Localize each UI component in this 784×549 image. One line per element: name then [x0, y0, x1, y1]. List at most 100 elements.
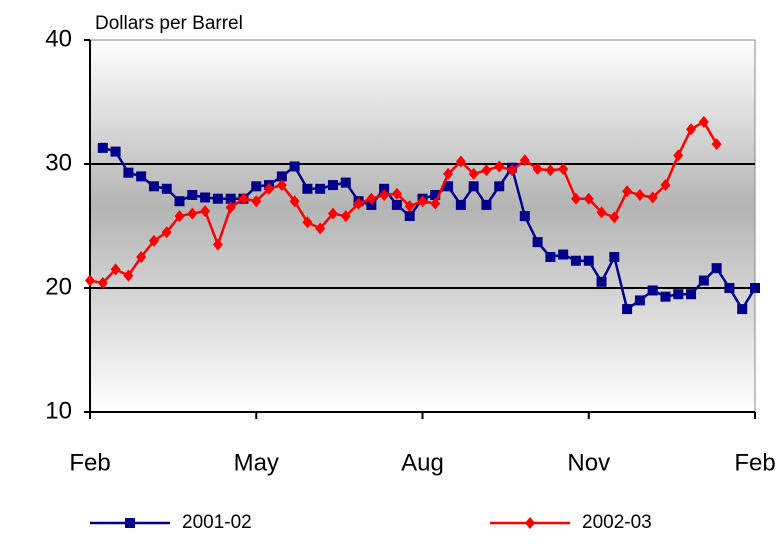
point — [634, 189, 645, 201]
legend-marker — [525, 517, 535, 529]
point — [698, 115, 709, 128]
point — [212, 238, 223, 251]
point — [455, 155, 466, 168]
point — [468, 167, 479, 180]
point — [366, 192, 377, 205]
point — [366, 199, 377, 210]
y-axis-label: Dollars per Barrel — [95, 13, 243, 34]
point — [443, 167, 454, 180]
point — [379, 183, 390, 194]
point — [570, 192, 581, 205]
point — [264, 182, 275, 195]
point — [136, 251, 147, 263]
point — [97, 277, 108, 290]
point — [558, 162, 569, 175]
point — [97, 142, 108, 153]
point — [315, 222, 326, 235]
point — [353, 197, 364, 210]
point — [200, 205, 211, 218]
point — [583, 255, 594, 266]
point — [404, 211, 415, 222]
x-tick-label: May — [234, 449, 279, 476]
point — [609, 252, 620, 262]
point — [327, 207, 338, 220]
point — [711, 263, 722, 274]
point — [686, 123, 697, 136]
point — [289, 161, 300, 172]
point — [711, 138, 722, 151]
point — [302, 183, 313, 194]
point — [187, 207, 198, 220]
point — [494, 181, 505, 192]
point — [673, 289, 684, 300]
point — [136, 171, 147, 182]
point — [596, 206, 607, 219]
point — [225, 193, 236, 204]
point — [174, 210, 185, 223]
point — [622, 304, 633, 315]
point — [187, 190, 198, 200]
point — [225, 201, 236, 214]
point — [481, 164, 492, 177]
point — [481, 199, 492, 210]
legend-label: 2001-02 — [182, 512, 252, 533]
legend-label: 2002-03 — [582, 512, 652, 533]
point — [289, 195, 300, 208]
point — [455, 199, 466, 210]
point — [251, 195, 262, 208]
point — [507, 164, 518, 177]
point — [698, 275, 709, 286]
point — [494, 160, 505, 173]
y-tick-label: 30 — [45, 149, 72, 176]
point — [391, 199, 402, 210]
series-line — [102, 146, 757, 312]
point — [238, 192, 249, 205]
point — [327, 180, 338, 191]
point — [85, 274, 95, 287]
y-tick-label: 40 — [45, 25, 72, 52]
point — [430, 197, 441, 210]
point — [276, 171, 287, 182]
point — [417, 195, 428, 208]
point — [110, 146, 121, 157]
point — [532, 162, 543, 175]
point — [148, 234, 159, 247]
point — [161, 183, 172, 194]
x-tick-label: Nov — [567, 449, 610, 476]
plot-area — [89, 39, 756, 413]
point — [519, 154, 530, 167]
point — [647, 285, 658, 296]
point — [391, 187, 402, 200]
point — [110, 263, 121, 276]
point — [545, 164, 556, 177]
point — [519, 211, 530, 222]
legend-marker — [125, 518, 135, 528]
point — [340, 177, 351, 188]
point — [212, 193, 223, 204]
point — [148, 181, 159, 192]
y-tick-label: 10 — [45, 397, 72, 424]
point — [596, 276, 607, 287]
point — [161, 226, 172, 239]
point — [634, 295, 645, 306]
point — [276, 179, 287, 192]
point — [379, 189, 390, 201]
point — [609, 211, 620, 224]
point — [673, 149, 684, 162]
point — [340, 210, 351, 223]
point — [404, 200, 415, 213]
point — [123, 269, 134, 282]
point — [545, 252, 556, 262]
point — [251, 181, 262, 192]
x-tick-label: Feb — [69, 449, 110, 476]
point — [686, 289, 697, 300]
x-tick-label: Feb — [734, 449, 775, 476]
point — [315, 183, 326, 194]
point — [570, 255, 581, 266]
point — [660, 291, 671, 302]
point — [724, 283, 735, 293]
point — [443, 181, 454, 192]
point — [174, 196, 185, 207]
x-tick-label: Aug — [401, 449, 444, 476]
